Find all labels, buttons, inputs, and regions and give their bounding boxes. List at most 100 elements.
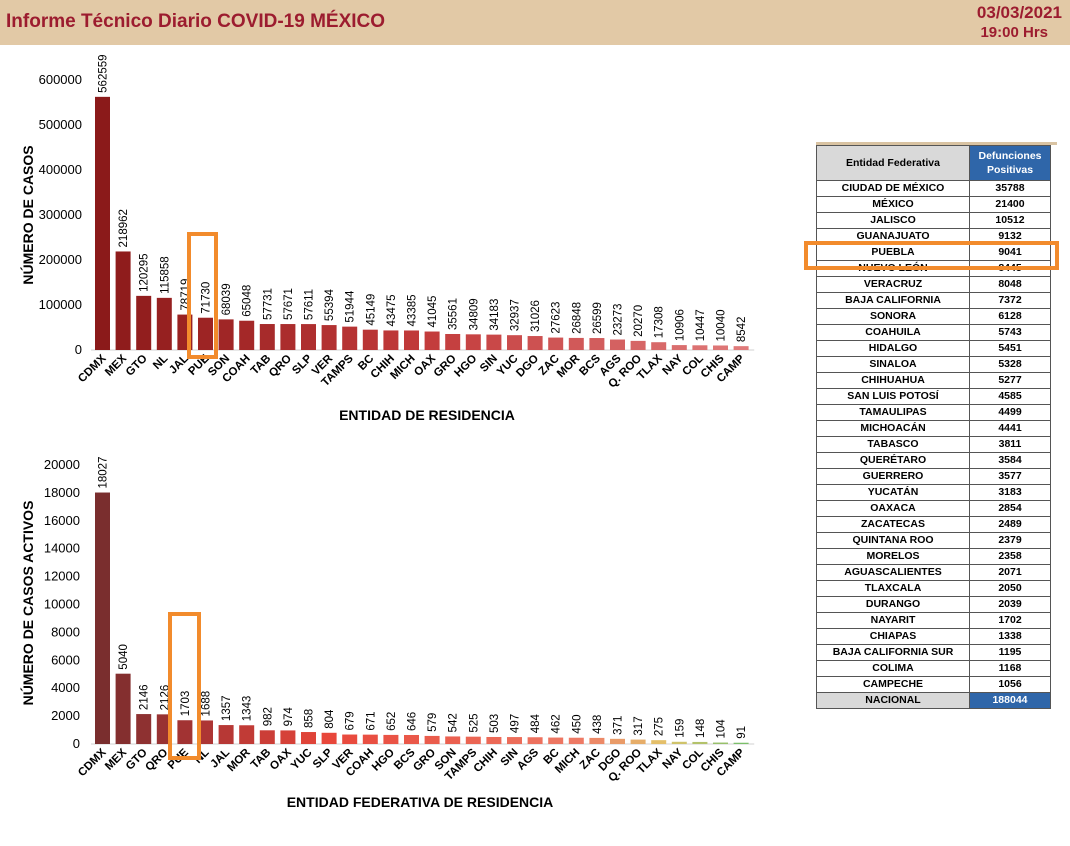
y-tick-label: 500000 xyxy=(39,117,82,132)
value-label: 65048 xyxy=(242,285,254,317)
value-label: 91 xyxy=(736,726,748,739)
value-label: 2146 xyxy=(139,684,151,710)
deaths-value: 2039 xyxy=(969,596,1051,613)
state-name: MÉXICO xyxy=(816,196,970,213)
value-label: 43475 xyxy=(386,294,398,326)
highlight-box-cases-pue xyxy=(187,232,218,359)
bar xyxy=(115,251,131,350)
value-label: 646 xyxy=(407,712,419,731)
bar xyxy=(321,732,337,744)
bar xyxy=(218,725,234,744)
bar xyxy=(280,324,296,350)
x-axis-title: ENTIDAD DE RESIDENCIA xyxy=(339,407,515,423)
state-name: CHIAPAS xyxy=(816,628,970,645)
x-category-label: MEX xyxy=(103,746,129,772)
x-category-label: QRO xyxy=(143,747,170,774)
value-label: 542 xyxy=(448,713,460,732)
value-label: 57611 xyxy=(304,289,316,320)
value-label: 32937 xyxy=(510,299,522,331)
deaths-table: Entidad Federativa Defunciones Positivas… xyxy=(816,145,1051,709)
y-tick-label: 600000 xyxy=(39,72,82,87)
value-label: 579 xyxy=(427,713,439,732)
value-label: 438 xyxy=(592,715,604,734)
state-name: TABASCO xyxy=(816,436,970,453)
deaths-table-header-deaths: Defunciones Positivas xyxy=(969,145,1051,181)
state-name: VERACRUZ xyxy=(816,276,970,293)
deaths-value: 1702 xyxy=(969,612,1051,629)
bar xyxy=(527,336,543,350)
x-category-label: MEX xyxy=(103,352,129,378)
value-label: 51944 xyxy=(345,290,357,323)
deaths-header-line2: Positivas xyxy=(986,164,1034,176)
value-label: 275 xyxy=(654,717,666,736)
y-tick-label: 12000 xyxy=(44,569,80,584)
value-label: 858 xyxy=(304,709,316,728)
table-row: CHIAPAS 1338 xyxy=(816,628,1051,645)
state-name: SONORA xyxy=(816,308,970,325)
deaths-value: 9132 xyxy=(969,228,1051,245)
table-row: MÉXICO 21400 xyxy=(816,196,1051,213)
deaths-table-body: CIUDAD DE MÉXICO 35788 MÉXICO 21400 JALISCO 1… xyxy=(816,180,1051,709)
state-name: BAJA CALIFORNIA xyxy=(816,292,970,309)
x-axis-title: ENTIDAD FEDERATIVA DE RESIDENCIA xyxy=(287,794,554,810)
bar xyxy=(692,741,708,744)
bar xyxy=(95,492,110,744)
value-label: 18027 xyxy=(98,457,110,489)
state-name: BAJA CALIFORNIA SUR xyxy=(816,644,970,661)
value-label: 317 xyxy=(633,716,645,735)
bar xyxy=(692,345,708,350)
bar xyxy=(445,333,461,350)
value-label: 974 xyxy=(283,707,295,727)
highlight-box-table-puebla xyxy=(804,241,1059,270)
deaths-value: 3811 xyxy=(969,436,1051,453)
y-tick-label: 0 xyxy=(75,342,82,357)
value-label: 679 xyxy=(345,711,357,730)
x-category-label: MOR xyxy=(555,352,583,380)
deaths-value: 5328 xyxy=(969,356,1051,373)
state-name: QUINTANA ROO xyxy=(816,532,970,549)
bar xyxy=(568,337,584,350)
total-cases-chart: 0 100000 200000 300000 400000 500000 600000 562… xyxy=(19,54,755,423)
deaths-value: 1168 xyxy=(969,660,1051,677)
bar xyxy=(651,342,667,350)
deaths-value: 2854 xyxy=(969,500,1051,517)
value-label: 159 xyxy=(674,719,686,738)
bar xyxy=(507,737,522,744)
value-label: 671 xyxy=(365,711,377,730)
x-category-label: HGO xyxy=(370,747,397,774)
y-tick-label: 200000 xyxy=(39,252,82,267)
value-label: 5040 xyxy=(118,644,130,670)
state-name: TAMAULIPAS xyxy=(816,404,970,421)
table-row: TAMAULIPAS 4499 xyxy=(816,404,1051,421)
x-category-label: GRO xyxy=(432,353,459,380)
value-label: 1703 xyxy=(180,691,192,717)
bar xyxy=(362,329,378,350)
deaths-value: 2071 xyxy=(969,564,1051,581)
value-label: 10447 xyxy=(695,309,707,341)
bar xyxy=(589,737,605,744)
y-tick-label: 10000 xyxy=(44,597,80,612)
deaths-value: 6128 xyxy=(969,308,1051,325)
deaths-value: 2050 xyxy=(969,580,1051,597)
deaths-value: 5451 xyxy=(969,340,1051,357)
table-row: ZACATECAS 2489 xyxy=(816,516,1051,533)
bar xyxy=(259,730,275,744)
value-label: 10906 xyxy=(674,309,686,341)
bar xyxy=(239,725,255,744)
state-name: CAMPECHE xyxy=(816,676,970,693)
deaths-value: 3183 xyxy=(969,484,1051,501)
state-name: COLIMA xyxy=(816,660,970,677)
x-category-label: CHIH xyxy=(472,747,500,775)
value-label: 525 xyxy=(468,713,480,732)
x-category-label: BCS xyxy=(577,352,603,378)
table-row: YUCATÁN 3183 xyxy=(816,484,1051,501)
value-label: 20270 xyxy=(633,305,645,337)
table-row: COAHUILA 5743 xyxy=(816,324,1051,341)
value-label: 55394 xyxy=(324,288,336,321)
bar xyxy=(713,345,728,350)
bar xyxy=(177,720,193,744)
bar xyxy=(301,732,316,744)
value-label: 804 xyxy=(324,709,336,729)
table-row: AGUASCALIENTES 2071 xyxy=(816,564,1051,581)
state-name: CIUDAD DE MÉXICO xyxy=(816,180,970,197)
